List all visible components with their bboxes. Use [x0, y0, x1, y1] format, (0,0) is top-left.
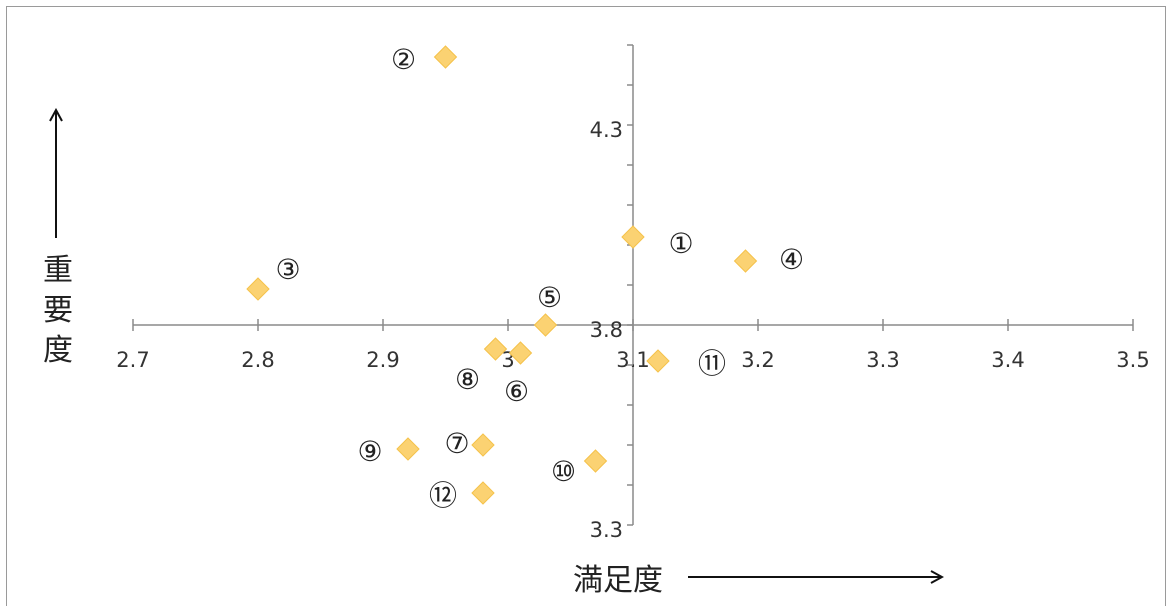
- x-axis-title: 満足度: [573, 563, 663, 598]
- tick-labels: 2.7 2.8 2.9 3 3.1 3.2 3.3 3.4 3.54.33.83.3: [116, 44, 1150, 542]
- data-point-marker: [483, 337, 508, 361]
- axis-titles: 重要度 満足度: [43, 110, 942, 598]
- data-point-label: ④: [779, 243, 804, 276]
- data-point-marker: [471, 433, 495, 457]
- data-point-label: ①: [668, 227, 693, 260]
- x-tick-label: 3.4: [991, 348, 1024, 372]
- chart-frame: [6, 6, 1166, 606]
- data-point-marker: [533, 313, 558, 337]
- data-point-marker: [621, 225, 645, 249]
- data-point-label: ⑨: [357, 435, 382, 468]
- x-tick-label: 3.2: [741, 348, 774, 372]
- data-point-marker: [733, 249, 758, 273]
- y-tick-label: 3.8: [590, 318, 623, 342]
- x-tick-label: 3.5: [1116, 348, 1149, 372]
- x-tick-label: 2.9: [366, 348, 399, 372]
- y-axis-title: 重要度: [43, 253, 73, 368]
- data-point-label: ⑩: [551, 455, 576, 488]
- data-point-label: ⑥: [504, 375, 529, 408]
- x-tick-label: 2.7: [116, 348, 149, 372]
- data-point-label: ⑧: [455, 363, 480, 396]
- data-point-marker: [508, 341, 533, 365]
- x-tick-label: 3.3: [866, 348, 899, 372]
- x-tick-label: 3.1: [616, 348, 649, 372]
- data-points: ① ② ③ ④ ⑤ ⑥ ⑦ ⑧ ⑨ ⑩ ⑪ ⑫: [246, 43, 804, 512]
- y-tick-label: 4.3: [590, 118, 623, 142]
- data-point-label: ②: [391, 43, 416, 76]
- data-point-label: ⑪: [698, 347, 726, 380]
- data-point-marker: [471, 481, 495, 505]
- x-tick-label: 2.8: [241, 348, 274, 372]
- data-point-label: ⑫: [429, 479, 457, 512]
- data-point-marker: [246, 277, 270, 301]
- data-point-label: ③: [275, 253, 300, 286]
- data-point-label: ⑦: [444, 427, 469, 460]
- data-point-marker: [396, 437, 420, 461]
- data-point-marker: [433, 45, 458, 69]
- data-point-marker: [646, 349, 670, 373]
- y-tick-label: 3.3: [590, 518, 623, 542]
- data-point-marker: [583, 449, 608, 473]
- data-point-label: ⑤: [537, 281, 562, 314]
